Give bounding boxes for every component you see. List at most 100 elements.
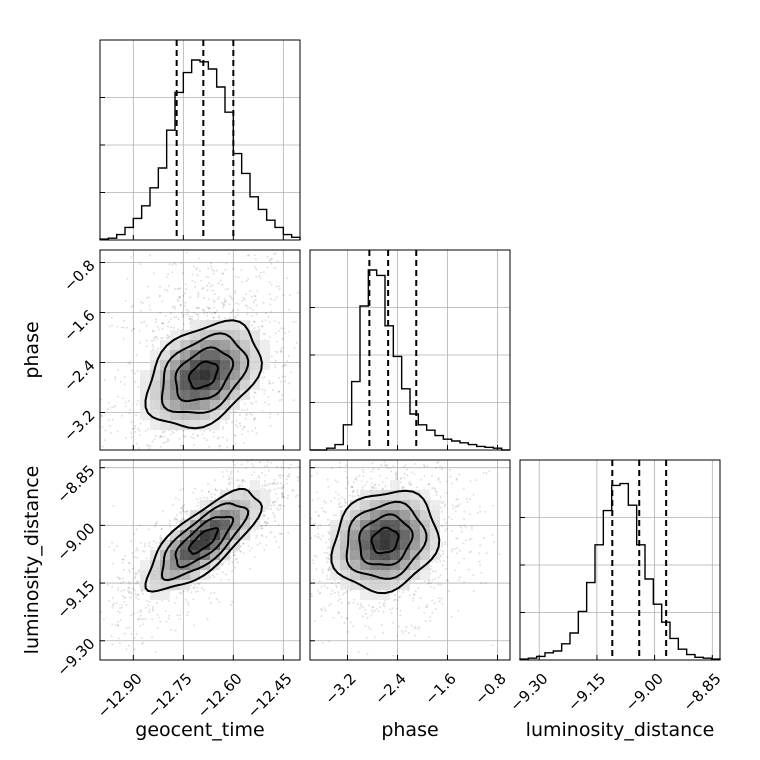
sample-point bbox=[235, 479, 238, 482]
sample-point bbox=[107, 583, 109, 586]
density-cell bbox=[220, 340, 230, 350]
sample-point bbox=[265, 312, 267, 315]
sample-point bbox=[485, 472, 488, 475]
density-cell bbox=[220, 520, 230, 530]
sample-point bbox=[124, 405, 127, 408]
sample-point bbox=[139, 309, 142, 312]
sample-point bbox=[225, 422, 228, 424]
sample-point bbox=[253, 391, 256, 394]
sample-point bbox=[261, 388, 264, 391]
sample-point bbox=[250, 473, 253, 476]
sample-point bbox=[244, 402, 246, 405]
sample-point bbox=[437, 477, 440, 480]
sample-point bbox=[432, 486, 435, 489]
sample-point bbox=[255, 432, 258, 435]
sample-point bbox=[227, 478, 230, 481]
sample-point bbox=[155, 336, 157, 339]
density-cell bbox=[240, 360, 250, 370]
sample-point bbox=[379, 474, 382, 477]
sample-point bbox=[111, 541, 114, 544]
sample-point bbox=[280, 532, 283, 535]
sample-point bbox=[181, 506, 184, 509]
sample-point bbox=[253, 254, 256, 257]
density-cell bbox=[200, 400, 210, 410]
sample-point bbox=[261, 409, 264, 412]
density-cell bbox=[220, 370, 230, 380]
sample-point bbox=[372, 486, 374, 489]
sample-point bbox=[361, 488, 364, 491]
sample-point bbox=[230, 470, 232, 473]
sample-point bbox=[137, 549, 140, 552]
sample-point bbox=[132, 327, 135, 330]
tick-label-luminosity_distance: −9.00 bbox=[53, 519, 98, 564]
sample-point bbox=[173, 307, 176, 310]
sample-point bbox=[266, 464, 269, 467]
sample-point bbox=[277, 330, 280, 332]
density-cell bbox=[180, 420, 190, 430]
sample-point bbox=[392, 654, 395, 657]
sample-point bbox=[206, 284, 209, 287]
sample-point bbox=[261, 487, 264, 490]
sample-point bbox=[175, 518, 178, 521]
sample-point bbox=[406, 474, 409, 477]
sample-point bbox=[243, 409, 246, 412]
sample-point bbox=[325, 541, 328, 544]
sample-point bbox=[168, 519, 171, 522]
sample-point bbox=[101, 415, 103, 417]
panel-geocent_time-vs-geocent_time bbox=[99, 39, 301, 241]
sample-point bbox=[327, 531, 330, 534]
sample-point bbox=[343, 591, 346, 594]
sample-point bbox=[253, 417, 256, 420]
sample-point bbox=[262, 332, 265, 335]
sample-point bbox=[455, 537, 458, 540]
sample-point bbox=[266, 256, 269, 258]
sample-point bbox=[152, 605, 155, 608]
sample-point bbox=[178, 287, 181, 290]
sample-point bbox=[147, 285, 150, 288]
sample-point bbox=[252, 465, 255, 468]
sample-point bbox=[115, 602, 118, 605]
sample-point bbox=[138, 329, 141, 332]
sample-point bbox=[251, 463, 254, 466]
sample-point bbox=[279, 507, 282, 510]
sample-point bbox=[236, 314, 239, 317]
sample-point bbox=[447, 590, 450, 593]
sample-point bbox=[277, 487, 280, 490]
sample-point bbox=[184, 435, 187, 438]
sample-point bbox=[122, 568, 125, 571]
sample-point bbox=[235, 419, 238, 422]
sample-point bbox=[310, 536, 313, 539]
sample-point bbox=[275, 540, 277, 543]
sample-point bbox=[276, 413, 279, 416]
sample-point bbox=[151, 636, 154, 639]
density-cell bbox=[210, 500, 220, 510]
contour-level bbox=[358, 513, 414, 566]
sample-point bbox=[131, 551, 134, 554]
sample-point bbox=[277, 504, 280, 507]
sample-point bbox=[125, 326, 128, 329]
sample-point bbox=[341, 593, 344, 596]
sample-point bbox=[112, 602, 115, 605]
sample-point bbox=[401, 486, 404, 489]
sample-point bbox=[409, 483, 412, 486]
sample-point bbox=[427, 582, 430, 585]
sample-point bbox=[128, 626, 130, 629]
sample-point bbox=[348, 601, 351, 604]
sample-point bbox=[207, 490, 210, 493]
sample-point bbox=[147, 528, 150, 531]
sample-point bbox=[468, 551, 471, 554]
sample-point bbox=[418, 626, 421, 629]
sample-point bbox=[279, 482, 282, 485]
sample-point bbox=[193, 443, 195, 446]
sample-point bbox=[224, 300, 227, 303]
sample-point bbox=[267, 316, 270, 319]
sample-point bbox=[144, 606, 147, 609]
sample-point bbox=[328, 604, 331, 607]
sample-point bbox=[317, 536, 320, 539]
sample-point bbox=[444, 529, 447, 532]
sample-point bbox=[228, 477, 231, 480]
sample-point bbox=[450, 615, 453, 618]
sample-point bbox=[280, 346, 283, 349]
sample-point bbox=[166, 334, 169, 337]
sample-point bbox=[278, 532, 281, 535]
